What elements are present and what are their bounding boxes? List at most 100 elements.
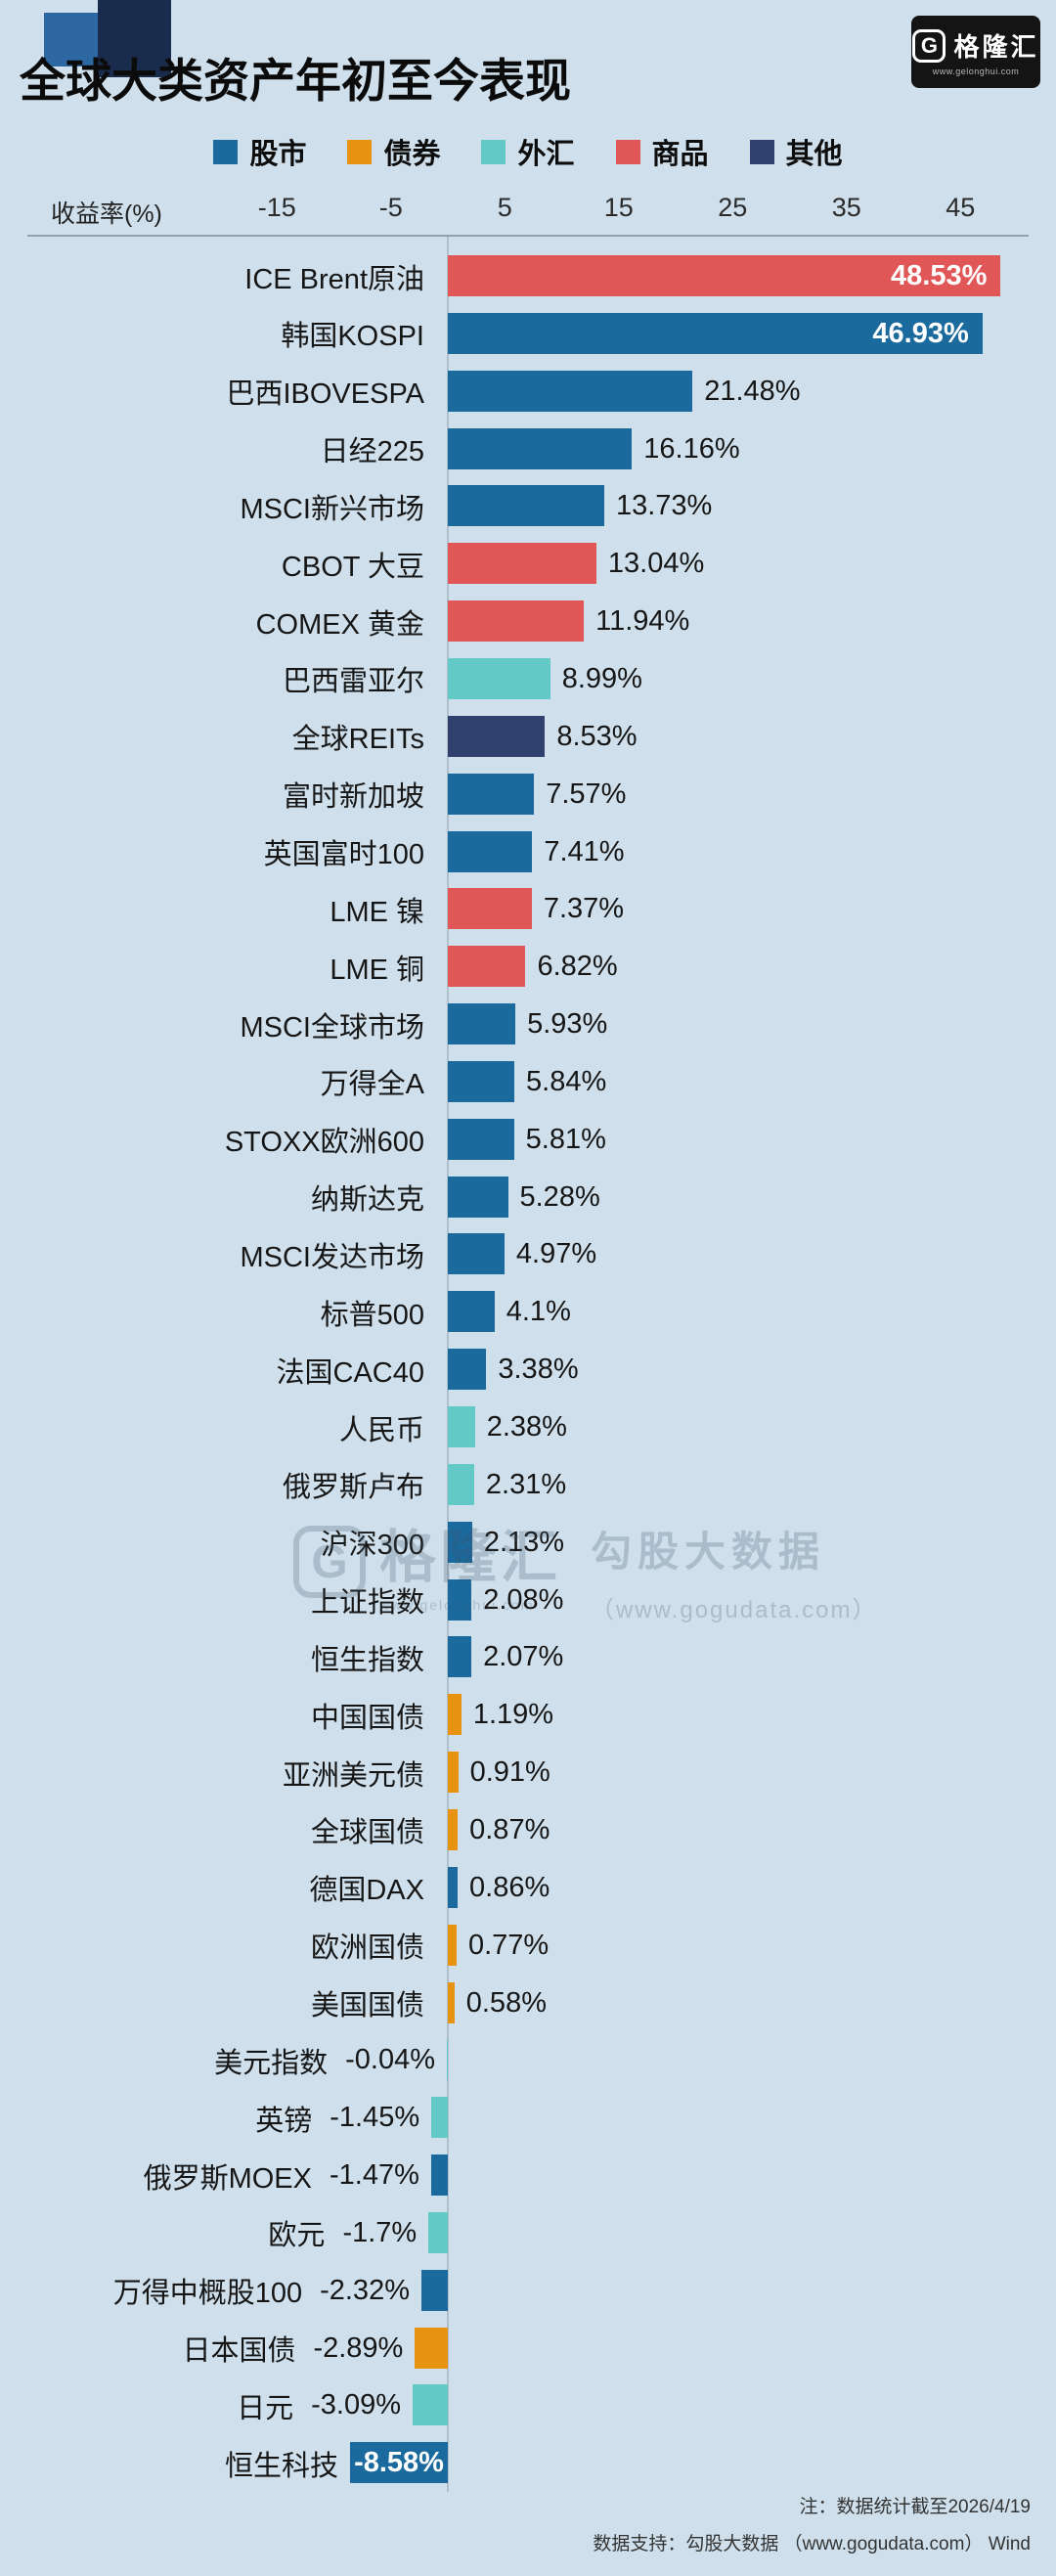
category-label: 万得中概股100 bbox=[112, 2278, 303, 2310]
category-label: COMEX 黄金 bbox=[255, 608, 424, 641]
footer-source: 数据支持：勾股大数据 （www.gogudata.com） Wind bbox=[593, 2534, 1031, 2554]
category-label: 全球国债 bbox=[310, 1817, 424, 1849]
negative-label-group: 日元 -3.09% bbox=[237, 2376, 401, 2434]
chart-row: STOXX欧洲600 5.81% bbox=[0, 1111, 1056, 1169]
chart-row: 俄罗斯MOEX -1.47% bbox=[0, 2147, 1056, 2204]
value-label: 6.82% bbox=[537, 951, 618, 983]
gelonghui-logo-row: G 格隆汇 bbox=[912, 27, 1038, 64]
category-label: 巴西雷亚尔 bbox=[282, 666, 424, 698]
category-label: 日经225 bbox=[320, 436, 424, 468]
axis-tick-label: -5 bbox=[378, 193, 403, 222]
negative-label-group: 英镑 -1.45% bbox=[255, 2089, 419, 2147]
bar bbox=[420, 2269, 448, 2311]
chart-area: ICE Brent原油 48.53% 韩国KOSPI 46.93% 巴西IBOVESPA… bbox=[0, 247, 1056, 2493]
value-label: -8.58% bbox=[354, 2447, 444, 2479]
chart-row: 中国国债 1.19% bbox=[0, 1686, 1056, 1744]
value-label: 5.28% bbox=[519, 1180, 600, 1213]
category-label: 美国国债 bbox=[310, 1990, 424, 2021]
legend-label: 商品 bbox=[651, 139, 709, 170]
value-label: 48.53% bbox=[891, 260, 988, 291]
bar bbox=[448, 1808, 459, 1850]
legend-swatch bbox=[213, 139, 239, 164]
value-label: 0.91% bbox=[469, 1756, 550, 1789]
value-label: -2.89% bbox=[313, 2332, 404, 2364]
bar bbox=[448, 1291, 495, 1333]
chart-row: MSCI新兴市场 13.73% bbox=[0, 477, 1056, 535]
category-label: ICE Brent原油 bbox=[244, 263, 424, 295]
value-label: -3.09% bbox=[311, 2389, 402, 2421]
bar bbox=[448, 1694, 462, 1736]
legend-swatch bbox=[749, 139, 774, 164]
legend-label: 其他 bbox=[785, 139, 843, 170]
bar bbox=[448, 427, 633, 469]
axis-ticks: -15 -5 5 15 25 35 45 bbox=[0, 193, 1056, 224]
chart-row: 恒生指数 2.07% bbox=[0, 1628, 1056, 1686]
chart-row: 万得中概股100 -2.32% bbox=[0, 2262, 1056, 2320]
value-label: 13.73% bbox=[615, 490, 713, 522]
value-label: 3.38% bbox=[498, 1354, 579, 1386]
bar bbox=[448, 888, 532, 930]
legend-item: 商品 bbox=[615, 131, 709, 172]
value-label: 8.53% bbox=[556, 720, 638, 752]
value-label: -1.45% bbox=[330, 2102, 420, 2134]
category-label: 英国富时100 bbox=[263, 839, 424, 870]
chart-row: COMEX 黄金 11.94% bbox=[0, 593, 1056, 650]
bar bbox=[448, 1981, 455, 2023]
chart-row: 德国DAX 0.86% bbox=[0, 1859, 1056, 1917]
chart-row: 上证指数 2.08% bbox=[0, 1572, 1056, 1629]
value-label: -1.47% bbox=[329, 2159, 419, 2192]
bar bbox=[415, 2327, 448, 2369]
chart-row: 富时新加坡 7.57% bbox=[0, 766, 1056, 823]
category-label: 日元 bbox=[237, 2392, 294, 2424]
bar bbox=[448, 600, 585, 643]
category-label: 美元指数 bbox=[214, 2047, 329, 2079]
bar bbox=[350, 2442, 448, 2484]
bar bbox=[430, 2154, 448, 2197]
value-label: 11.94% bbox=[595, 605, 690, 638]
value-label: -0.04% bbox=[345, 2044, 435, 2076]
chart-row: 全球REITs 8.53% bbox=[0, 708, 1056, 766]
chart-row: 俄罗斯卢布 2.31% bbox=[0, 1456, 1056, 1514]
chart-row: 人民币 2.38% bbox=[0, 1399, 1056, 1456]
category-label: 中国国债 bbox=[310, 1702, 424, 1734]
axis-tick-label: 5 bbox=[497, 193, 512, 222]
chart-row: 法国CAC40 3.38% bbox=[0, 1341, 1056, 1399]
category-label: MSCI发达市场 bbox=[240, 1241, 424, 1273]
value-label: 21.48% bbox=[704, 375, 801, 407]
value-label: 2.38% bbox=[486, 1411, 567, 1443]
negative-label-group: 万得中概股100 -2.32% bbox=[113, 2262, 410, 2320]
bar bbox=[448, 1233, 505, 1275]
legend-item: 其他 bbox=[749, 131, 843, 172]
bar bbox=[448, 1752, 459, 1794]
bar bbox=[448, 370, 693, 412]
chart-row: 恒生科技 -8.58% bbox=[0, 2434, 1056, 2492]
category-label: 巴西IBOVESPA bbox=[226, 378, 424, 411]
category-label: 亚洲美元债 bbox=[282, 1759, 424, 1792]
bar bbox=[431, 2097, 448, 2139]
chart-row: 欧元 -1.7% bbox=[0, 2204, 1056, 2262]
axis-tick-label: -15 bbox=[257, 193, 296, 222]
category-label: MSCI全球市场 bbox=[240, 1011, 424, 1044]
legend-item: 股市 bbox=[213, 131, 306, 172]
chart-row: 纳斯达克 5.28% bbox=[0, 1169, 1056, 1226]
category-label: 万得全A bbox=[320, 1069, 424, 1101]
chart-row: 沪深300 2.13% bbox=[0, 1514, 1056, 1572]
legend-swatch bbox=[615, 139, 640, 164]
bar bbox=[448, 1463, 474, 1505]
category-label: 富时新加坡 bbox=[282, 781, 424, 814]
legend: 股市 债券 外汇 商品 其他 bbox=[0, 131, 1056, 172]
negative-label-group: 日本国债 -2.89% bbox=[182, 2320, 403, 2377]
chart-row: 标普500 4.1% bbox=[0, 1283, 1056, 1341]
bar bbox=[413, 2384, 448, 2426]
category-label: LME 镍 bbox=[330, 896, 424, 928]
category-label: 上证指数 bbox=[310, 1587, 424, 1620]
bar bbox=[448, 1118, 514, 1160]
value-label: 4.97% bbox=[515, 1238, 597, 1270]
value-label: 7.41% bbox=[544, 835, 625, 867]
value-label: 46.93% bbox=[872, 317, 969, 349]
value-label: 7.57% bbox=[546, 777, 627, 810]
chart-row: 美元指数 -0.04% bbox=[0, 2031, 1056, 2089]
bar bbox=[448, 1521, 472, 1563]
negative-label-group: 俄罗斯MOEX -1.47% bbox=[144, 2147, 419, 2204]
